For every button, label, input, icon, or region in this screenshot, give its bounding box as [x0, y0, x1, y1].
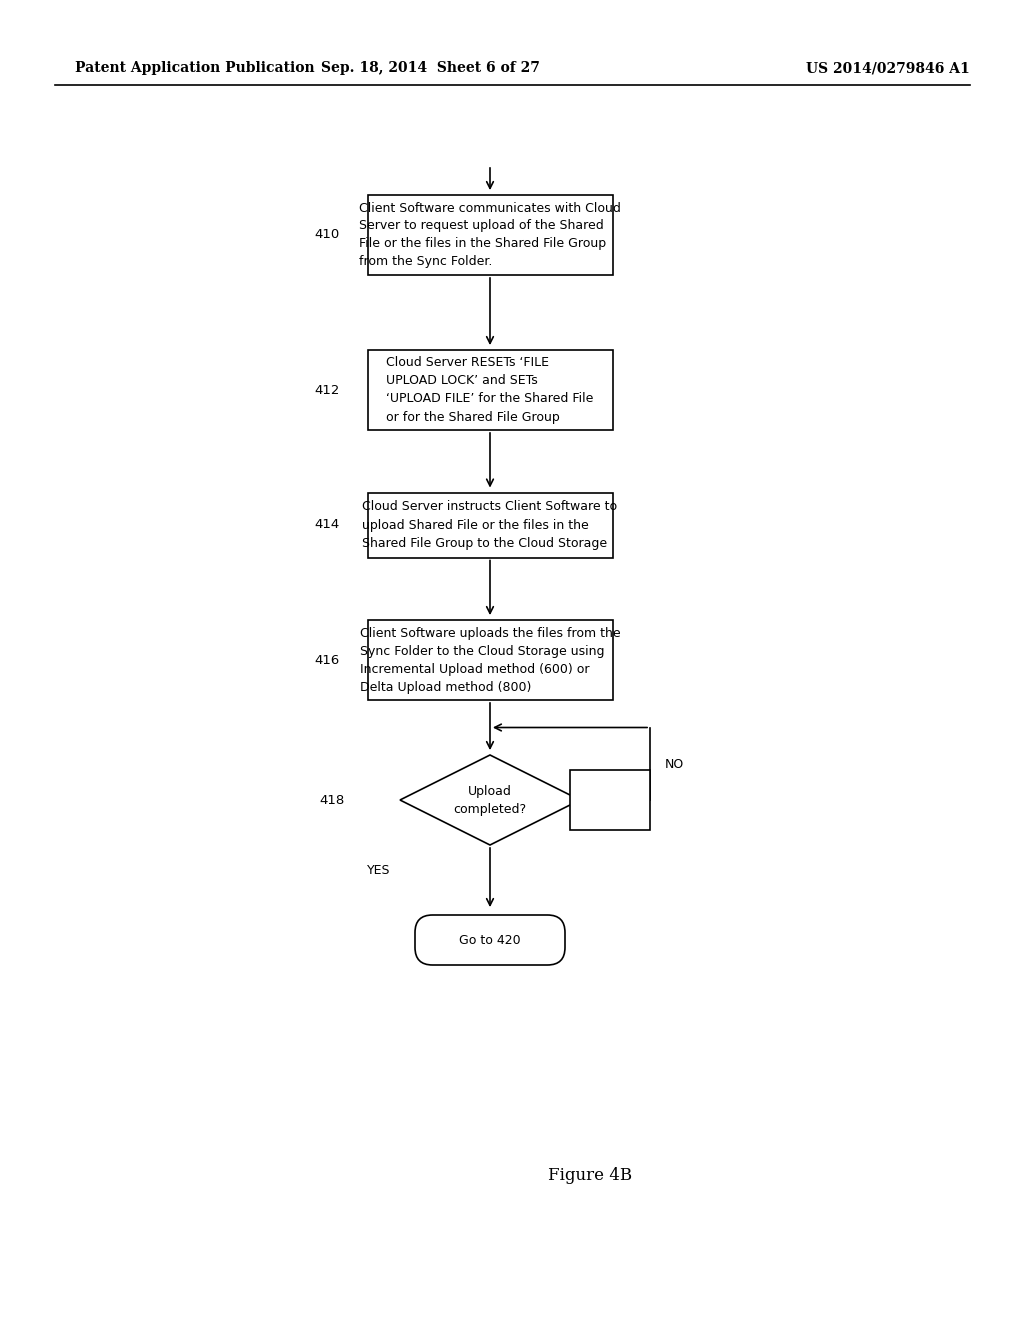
Text: Sep. 18, 2014  Sheet 6 of 27: Sep. 18, 2014 Sheet 6 of 27 — [321, 61, 540, 75]
Text: Cloud Server RESETs ‘FILE
UPLOAD LOCK’ and SETs
‘UPLOAD FILE’ for the Shared Fil: Cloud Server RESETs ‘FILE UPLOAD LOCK’ a… — [386, 356, 594, 424]
Text: Go to 420: Go to 420 — [459, 933, 521, 946]
Text: Client Software uploads the files from the
Sync Folder to the Cloud Storage usin: Client Software uploads the files from t… — [359, 627, 621, 693]
Bar — [368, 492, 612, 557]
Text: 412: 412 — [314, 384, 340, 396]
Text: NO: NO — [665, 759, 684, 771]
Bar — [368, 620, 612, 700]
Text: Figure 4B: Figure 4B — [548, 1167, 632, 1184]
Text: Client Software communicates with Cloud
Server to request upload of the Shared
F: Client Software communicates with Cloud … — [359, 202, 621, 268]
Text: 418: 418 — [319, 793, 345, 807]
Text: 414: 414 — [314, 519, 340, 532]
Text: Cloud Server instructs Client Software to
upload Shared File or the files in the: Cloud Server instructs Client Software t… — [362, 500, 617, 549]
Polygon shape — [400, 755, 580, 845]
Text: 416: 416 — [314, 653, 340, 667]
Bar — [570, 770, 650, 830]
Text: YES: YES — [367, 863, 390, 876]
Text: Upload
completed?: Upload completed? — [454, 784, 526, 816]
Text: US 2014/0279846 A1: US 2014/0279846 A1 — [806, 61, 970, 75]
Bar — [368, 195, 612, 275]
Bar — [368, 350, 612, 430]
FancyBboxPatch shape — [415, 915, 565, 965]
Text: 410: 410 — [314, 228, 340, 242]
Text: Patent Application Publication: Patent Application Publication — [75, 61, 314, 75]
